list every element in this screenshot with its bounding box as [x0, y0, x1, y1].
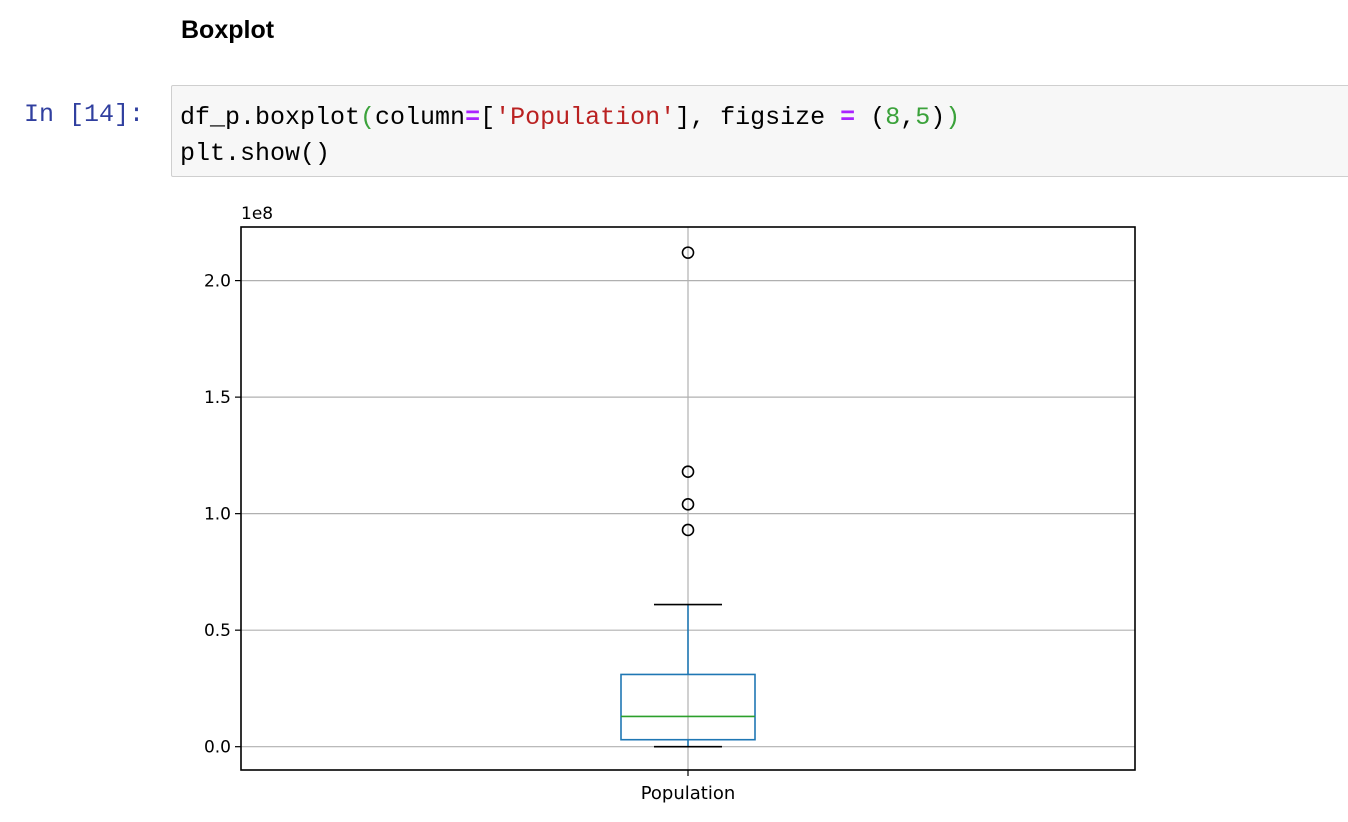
code-token: (	[360, 103, 376, 132]
code-token	[855, 103, 870, 132]
code-token: 5	[915, 103, 931, 132]
code-token: column	[375, 103, 466, 132]
x-tick-label: Population	[641, 783, 736, 804]
code-editor[interactable]: df_p.boxplot(column=['Population'], figs…	[180, 100, 960, 172]
code-token: ], figsize	[675, 103, 841, 132]
code-line-2: plt.show()	[180, 139, 331, 168]
iqr-box	[620, 673, 756, 741]
offset-text: 1e8	[241, 204, 273, 224]
cell-output: 0.0 0.5 1.0 1.5 2.0 1e8 Population	[171, 190, 1171, 815]
code-token: =	[840, 103, 856, 132]
code-line-1: df_p.boxplot(column=['Population'], figs…	[180, 100, 960, 136]
outlier-point	[681, 246, 695, 259]
boxplot-chart: 0.0 0.5 1.0 1.5 2.0 1e8 Population	[204, 204, 1136, 804]
outlier-point	[681, 498, 695, 511]
y-tick-label: 1.0	[204, 505, 231, 525]
y-tick-label: 0.0	[204, 738, 231, 758]
code-token: )	[945, 103, 961, 132]
markdown-heading: Boxplot	[181, 16, 275, 44]
outlier-point	[681, 465, 695, 478]
code-token: =	[465, 103, 481, 132]
code-token: [	[480, 103, 496, 132]
code-token: df_p.boxplot	[180, 103, 361, 132]
code-token: )	[930, 103, 946, 132]
code-token: 'Population'	[495, 103, 676, 132]
outlier-point	[681, 523, 695, 537]
code-token: (	[870, 103, 886, 132]
y-tick-label: 2.0	[204, 272, 231, 292]
y-tick-label: 1.5	[204, 388, 231, 408]
plot-frame	[240, 226, 1136, 771]
y-tick-label: 0.5	[204, 621, 231, 641]
code-cell[interactable]: df_p.boxplot(column=['Population'], figs…	[171, 85, 1348, 177]
code-token: ,	[900, 103, 916, 132]
input-prompt: In [14]:	[24, 100, 145, 129]
code-token: 8	[885, 103, 901, 132]
